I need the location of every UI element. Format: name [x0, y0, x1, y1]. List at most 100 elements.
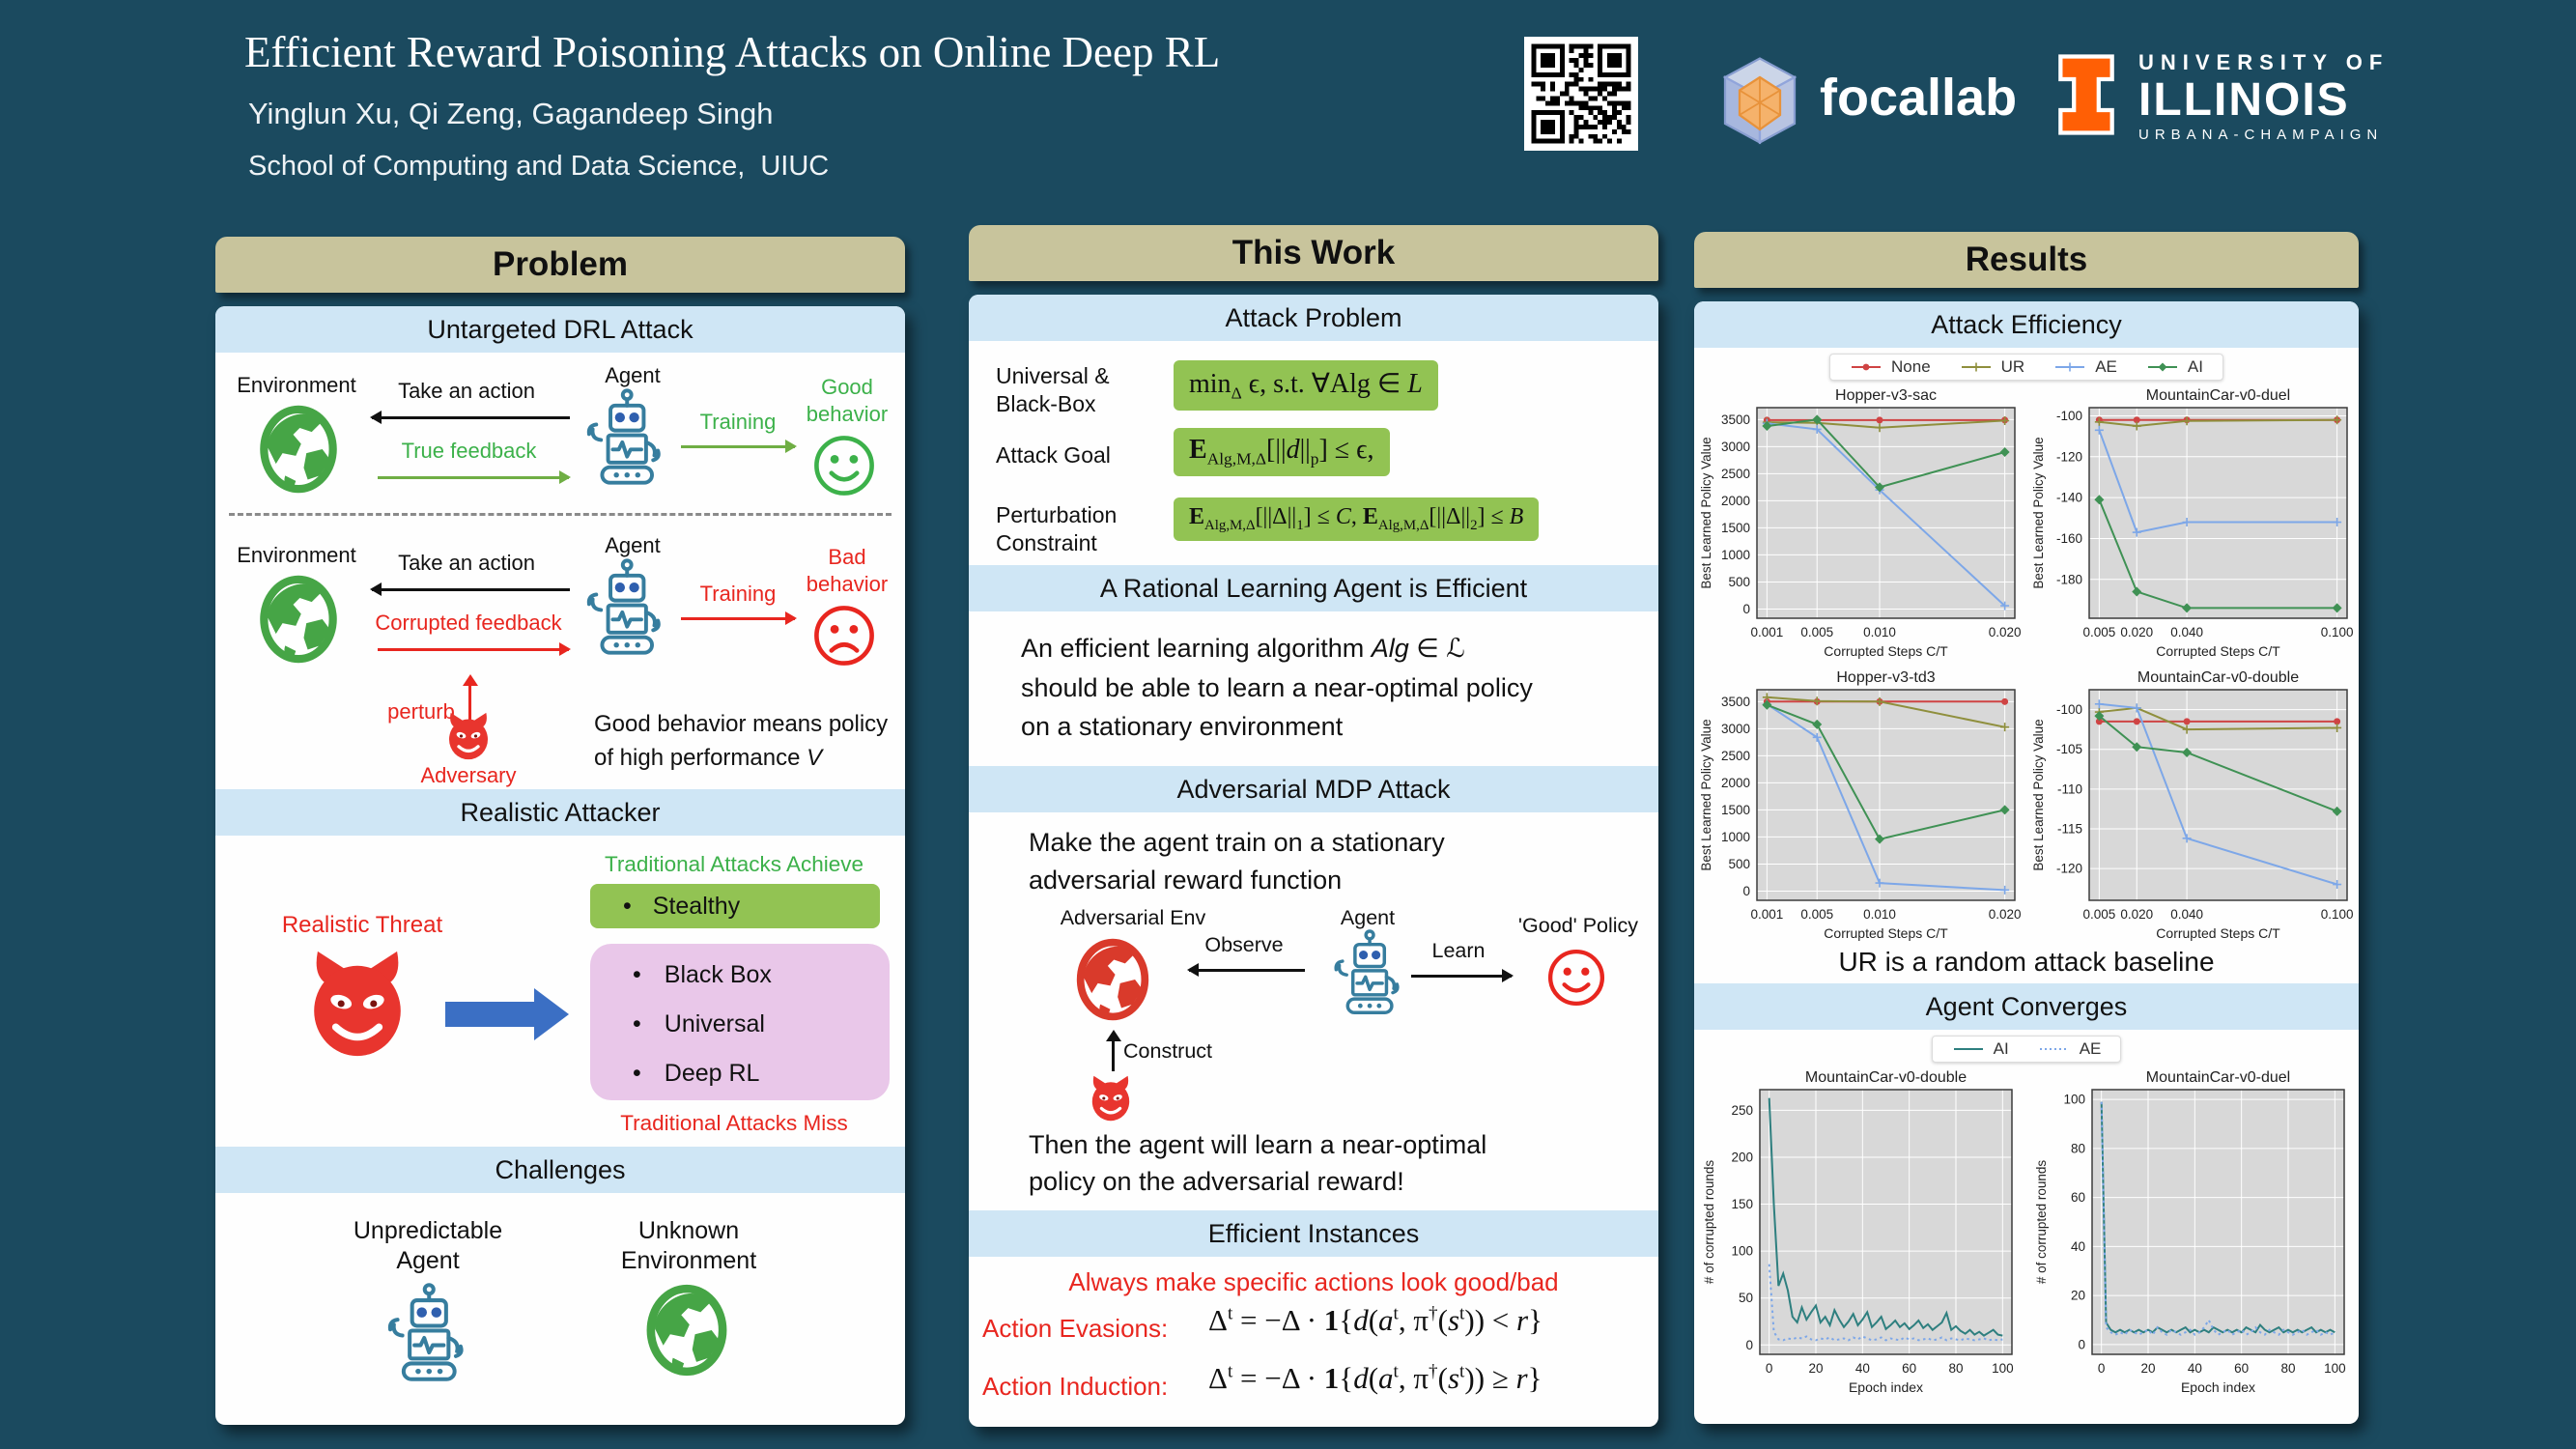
svg-text:0: 0	[1745, 1338, 1753, 1352]
svg-text:20: 20	[1808, 1361, 1823, 1376]
svg-text:0: 0	[1766, 1361, 1773, 1376]
qr-code	[1524, 37, 1638, 151]
perturb-arrow	[462, 674, 478, 720]
efficient-instances-title: Efficient Instances	[969, 1210, 1658, 1257]
true-feedback-label: True feedback	[401, 439, 537, 463]
attack-goal-label: Attack Goal	[996, 442, 1111, 468]
svg-text:50: 50	[1739, 1291, 1753, 1305]
svg-text:1000: 1000	[1721, 830, 1750, 844]
action-evasions-formula: Δt = −Δ · 1{d(at, π†(st)) < r}	[1208, 1303, 1543, 1337]
svg-text:3000: 3000	[1721, 440, 1750, 454]
challenges-diagram: Unpredictable Agent Unknown Environment	[215, 1193, 905, 1400]
svg-text:2000: 2000	[1721, 494, 1750, 508]
efficiency-chart-grid: 0 500 1000 1500 2000 2500 3000 3500 0.001 0.005 0.…	[1694, 383, 2359, 947]
problem-header: Problem	[215, 237, 905, 293]
poster-title: Efficient Reward Poisoning Attacks on On…	[244, 28, 1221, 76]
stealthy-label: Stealthy	[590, 893, 740, 921]
bad-behavior-label: Bad behavior	[806, 545, 889, 596]
good-behavior-note: Good behavior means policy of high perfor…	[594, 711, 889, 771]
svg-text:80: 80	[2280, 1361, 2295, 1376]
svg-text:Epoch index: Epoch index	[2181, 1379, 2255, 1395]
svg-text:Corrupted Steps C/T: Corrupted Steps C/T	[1824, 643, 1948, 659]
converges-legend: AI AE	[1931, 1036, 2122, 1063]
focallab-wordmark: focallab	[1820, 69, 2018, 127]
svg-text:1500: 1500	[1721, 803, 1750, 817]
training-arrow-2	[681, 611, 797, 625]
construct-label: Construct	[1123, 1039, 1213, 1063]
svg-text:Epoch index: Epoch index	[1849, 1379, 1923, 1395]
corrupted-feedback-arrow	[378, 642, 571, 656]
this-work-card: Attack Problem Universal & Black-Box minΔ…	[969, 295, 1658, 1427]
miss-item-black-box: Black Box	[619, 961, 890, 989]
take-action-arrow-1	[370, 411, 570, 424]
mdp-lead-text: Make the agent train on a stationary adve…	[1029, 828, 1445, 895]
chart-hopper-v3-td3: 0 500 1000 1500 2000 2500 3000 3500 0.001 0.005 0.…	[1697, 665, 2024, 947]
true-feedback-arrow	[378, 470, 571, 484]
converges-chart-grid: 0 50 100 150 200 250 0 20 40 60 80 100 MountainCar-v…	[1694, 1065, 2359, 1401]
svg-text:40: 40	[2188, 1361, 2202, 1376]
svg-text:0.100: 0.100	[2321, 625, 2354, 639]
svg-text:40: 40	[2071, 1239, 2085, 1254]
agent-converges-title: Agent Converges	[1694, 983, 2359, 1030]
svg-text:-180: -180	[2056, 572, 2082, 586]
training-arrow-1	[681, 440, 797, 453]
action-induction-formula: Δt = −Δ · 1{d(at, π†(st)) ≥ r}	[1208, 1361, 1543, 1395]
attacks-achieve-label: Traditional Attacks Achieve	[604, 852, 864, 876]
svg-text:Best Learned Policy Value: Best Learned Policy Value	[2031, 437, 2046, 588]
svg-text:0: 0	[2078, 1337, 2085, 1351]
svg-text:1000: 1000	[1721, 548, 1750, 562]
realistic-attacker-diagram: Realistic Threat Traditional Attacks Ach…	[215, 836, 905, 1147]
svg-text:-120: -120	[2056, 449, 2082, 464]
svg-text:20: 20	[2140, 1361, 2155, 1376]
objective-formula: minΔ ϵ, s.t. ∀Alg ∈ L	[1174, 360, 1438, 411]
svg-text:# of corrupted rounds: # of corrupted rounds	[2034, 1160, 2049, 1285]
unpredictable-agent-label: Unpredictable Agent	[353, 1217, 503, 1275]
svg-text:40: 40	[1855, 1361, 1870, 1376]
svg-text:100: 100	[1992, 1361, 2014, 1376]
adversary-label: Adversary	[420, 763, 517, 787]
svg-text:2500: 2500	[1721, 749, 1750, 763]
env-label-2: Environment	[237, 543, 356, 567]
svg-text:80: 80	[1948, 1361, 1963, 1376]
adversarial-env-label: Adversarial Env	[1060, 906, 1206, 929]
chart-converge-mountaincar-v0-duel: 0 20 40 60 80 100 0 20 40 60 80 100 MountainCar-v0-d…	[2032, 1065, 2353, 1401]
illinois-line3: URBANA-CHAMPAIGN	[2138, 126, 2384, 143]
svg-text:2500: 2500	[1721, 467, 1750, 481]
baseline-note: UR is a random attack baseline	[1838, 947, 2215, 977]
training-label-2: Training	[699, 582, 777, 606]
illinois-line1: UNIVERSITY OF	[2138, 50, 2390, 74]
svg-text:0: 0	[2098, 1361, 2106, 1376]
robot-icon	[385, 1282, 470, 1384]
env-label-1: Environment	[237, 373, 356, 397]
devil-icon	[1083, 1075, 1139, 1122]
stealthy-box: Stealthy	[590, 884, 880, 928]
chart-converge-mountaincar-v0-double: 0 50 100 150 200 250 0 20 40 60 80 100 MountainCar-v…	[1700, 1065, 2021, 1401]
svg-text:-110: -110	[2057, 781, 2082, 796]
chart-mountaincar-v0-duel: -180 -160 -140 -120 -100 0.005 0.020 0.040 0.100…	[2029, 383, 2356, 665]
legend-item: AI	[2146, 357, 2203, 377]
frown-icon	[812, 604, 876, 668]
svg-text:Corrupted Steps C/T: Corrupted Steps C/T	[1824, 925, 1948, 941]
devil-icon	[439, 712, 497, 760]
adversarial-mdp-title: Adversarial MDP Attack	[969, 766, 1658, 812]
efficient-lead-text: Always make specific actions look good/b…	[1068, 1267, 1559, 1296]
miss-item-universal: Universal	[619, 1010, 890, 1038]
svg-text:-120: -120	[2056, 862, 2082, 876]
agent-label-2: Agent	[605, 533, 661, 557]
svg-text:60: 60	[1902, 1361, 1916, 1376]
corrupted-feedback-label: Corrupted feedback	[375, 611, 562, 635]
challenges-title: Challenges	[215, 1147, 905, 1193]
svg-text:3500: 3500	[1721, 695, 1750, 709]
svg-text:1500: 1500	[1721, 521, 1750, 535]
perturb-label: perturb	[387, 699, 455, 724]
svg-text:60: 60	[2071, 1190, 2085, 1205]
svg-text:Best Learned Policy Value: Best Learned Policy Value	[1699, 437, 1713, 588]
svg-text:20: 20	[2071, 1289, 2085, 1303]
svg-text:100: 100	[2324, 1361, 2346, 1376]
svg-text:500: 500	[1728, 857, 1750, 871]
svg-text:100: 100	[2063, 1093, 2085, 1107]
svg-text:0.010: 0.010	[1863, 907, 1896, 922]
svg-text:0.100: 0.100	[2321, 907, 2354, 922]
